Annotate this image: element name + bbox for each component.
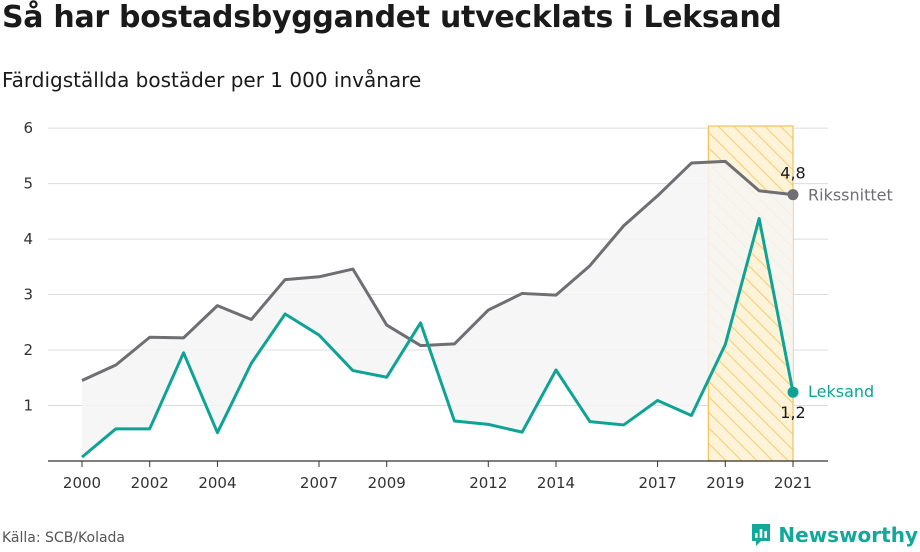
x-tick-label: 2019	[706, 474, 744, 492]
x-tick-label: 2000	[63, 474, 101, 492]
y-tick-label: 5	[23, 175, 33, 193]
source-note: Källa: SCB/Kolada	[2, 530, 126, 546]
brand-name: Newsworthy	[778, 523, 918, 547]
x-tick-label: 2017	[638, 474, 676, 492]
y-tick-label: 4	[23, 230, 33, 248]
y-tick-label: 3	[23, 286, 33, 304]
series-line-leksand	[81, 217, 795, 459]
y-tick-label: 6	[23, 119, 33, 137]
newsworthy-logo-icon	[752, 524, 771, 546]
value-label-leksand: 1,2	[780, 403, 805, 422]
x-tick-label: 2004	[198, 474, 236, 492]
y-tick-label: 2	[23, 341, 33, 359]
series-label-rikssnittet: Rikssnittet	[808, 186, 893, 205]
value-label-rikssnittet: 4,8	[780, 164, 805, 183]
y-tick-label: 1	[23, 397, 33, 415]
x-tick-label: 2021	[774, 474, 812, 492]
line-chart: 1 2 3 4 5 6 2000 2002 2004 2007 2009 2012 2014 2017 20…	[23, 119, 893, 492]
x-tick-label: 2014	[537, 474, 575, 492]
brand-logo[interactable]: Newsworthy	[750, 520, 918, 550]
chart-title: Så har bostadsbyggandet utvecklats i Lek…	[2, 0, 782, 35]
end-point-rikssnittet	[787, 189, 799, 201]
end-point-leksand	[787, 386, 799, 398]
x-tick-label: 2012	[469, 474, 507, 492]
x-tick-label: 2007	[300, 474, 338, 492]
band-between-series	[82, 161, 793, 458]
series-line-rikssnittet	[81, 159, 794, 382]
series-label-leksand: Leksand	[808, 382, 874, 401]
x-tick-label: 2009	[368, 474, 406, 492]
x-tick-label: 2002	[131, 474, 169, 492]
chart-subtitle: Färdigställda bostäder per 1 000 invånar…	[2, 68, 422, 92]
